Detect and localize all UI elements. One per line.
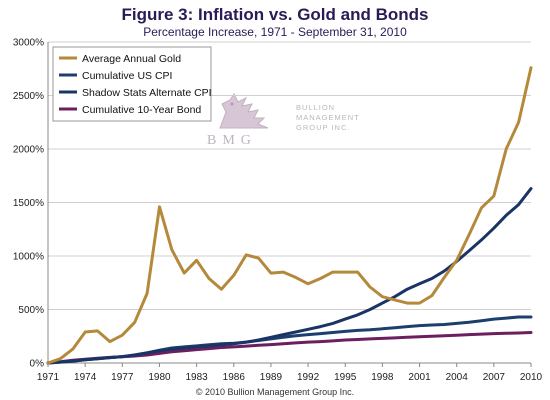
x-tick-label: 1989 <box>260 372 283 383</box>
y-tick-label: 3000% <box>13 38 44 49</box>
x-tick-label: 1995 <box>334 372 357 383</box>
y-tick-label: 2500% <box>13 91 44 102</box>
x-tick-label: 1980 <box>148 372 171 383</box>
chart-subtitle: Percentage Increase, 1971 - September 31… <box>143 25 407 39</box>
y-tick-label: 1500% <box>13 198 44 209</box>
legend-label: Cumulative US CPI <box>82 70 172 82</box>
y-tick-label: 2000% <box>13 145 44 156</box>
x-tick-label: 1971 <box>37 372 60 383</box>
watermark-line-2: MANAGEMENT <box>296 113 360 122</box>
x-tick-label: 1977 <box>111 372 134 383</box>
copyright-footer: © 2010 Bullion Management Group Inc. <box>195 387 355 397</box>
x-tick-label: 1998 <box>371 372 394 383</box>
x-tick-label: 1983 <box>185 372 208 383</box>
x-tick-label: 1974 <box>74 372 97 383</box>
chart-title: Figure 3: Inflation vs. Gold and Bonds <box>121 5 429 24</box>
watermark-line-1: BULLION <box>296 103 336 112</box>
x-tick-label: 2001 <box>408 372 431 383</box>
x-tick-label: 1992 <box>297 372 320 383</box>
legend-label: Cumulative 10-Year Bond <box>82 104 201 116</box>
legend-label: Average Annual Gold <box>82 53 181 65</box>
x-tick-label: 1986 <box>223 372 246 383</box>
series-line-shadow-stats-alternate-cpi <box>46 187 533 365</box>
y-tick-label: 500% <box>18 305 44 316</box>
y-tick-label: 0% <box>30 359 45 370</box>
watermark-line-3: GROUP INC. <box>296 123 351 132</box>
x-tick-label: 2010 <box>520 372 543 383</box>
y-tick-label: 1000% <box>13 252 44 263</box>
x-tick-label: 2007 <box>483 372 506 383</box>
x-tick-label: 2004 <box>446 372 469 383</box>
watermark-monogram: BMG <box>207 133 257 148</box>
legend-box <box>52 46 212 122</box>
watermark-text: BULLION MANAGEMENT GROUP INC. <box>296 103 360 133</box>
griffin-logo-icon <box>219 93 269 129</box>
series-line-average-annual-gold <box>46 66 533 365</box>
legend-label: Shadow Stats Alternate CPI <box>82 87 212 99</box>
